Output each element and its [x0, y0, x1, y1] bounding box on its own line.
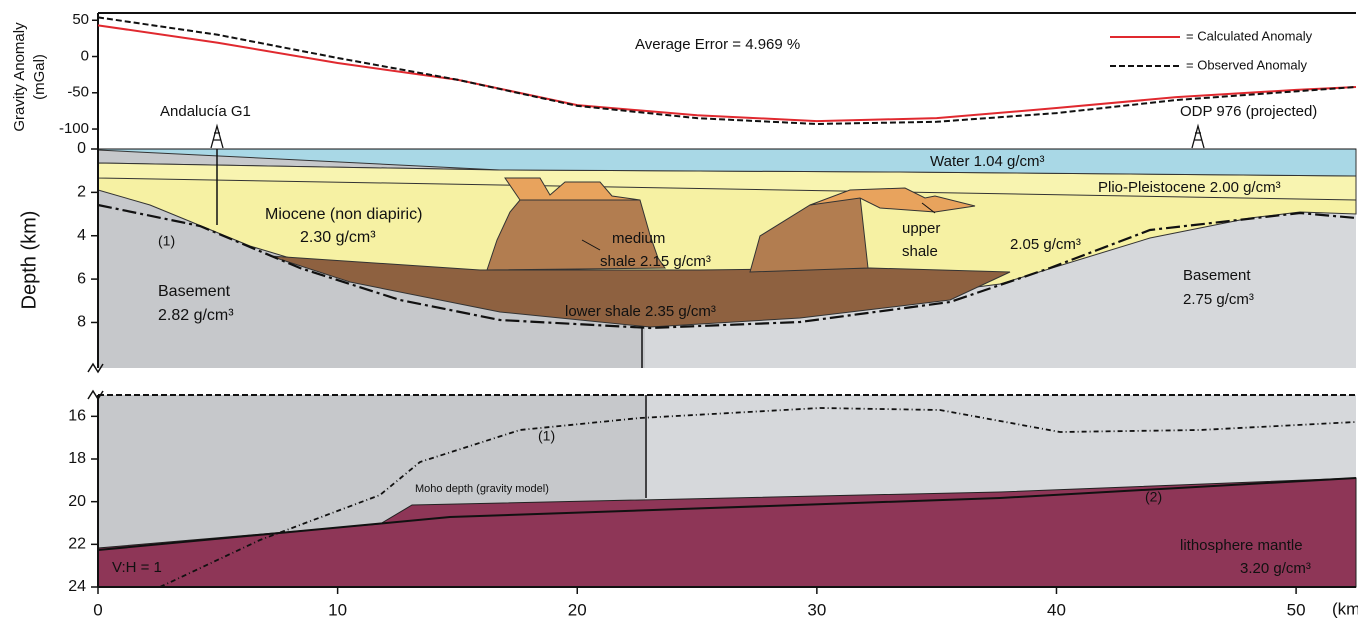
section-label: Basement: [158, 283, 231, 300]
section-label: upper: [902, 220, 940, 237]
section-label: medium: [612, 230, 665, 247]
section-label: Miocene (non diapiric): [265, 206, 422, 223]
y-tick-label: 0: [81, 47, 89, 64]
y-tick-label: 24: [68, 578, 86, 595]
legend-label: = Observed Anomaly: [1186, 57, 1308, 72]
section-label: 3.20 g/cm³: [1240, 560, 1311, 577]
y-tick-label: 22: [68, 536, 86, 553]
y-tick-label: 8: [77, 314, 86, 331]
x-tick-label: 40: [1047, 600, 1066, 619]
section-label: Water 1.04 g/cm³: [930, 153, 1044, 170]
x-tick-label: 20: [568, 600, 587, 619]
y-tick-label: 6: [77, 270, 86, 287]
y-tick-label: 50: [72, 11, 89, 28]
section-label: lower shale 2.35 g/cm³: [565, 303, 716, 320]
anomaly-line: [98, 17, 1356, 124]
axis-break: [88, 364, 103, 399]
y-tick-label: 4: [77, 227, 86, 244]
x-tick-label: 30: [807, 600, 826, 619]
section-label: (2): [1145, 489, 1162, 505]
section-label: 2.30 g/cm³: [300, 229, 376, 246]
section-label: Plio-Pleistocene 2.00 g/cm³: [1098, 179, 1281, 196]
section-label: Moho depth (gravity model): [415, 483, 549, 495]
upper-section: [98, 126, 1356, 368]
page: {"chart_data": [ {"type": "line", "y_lab…: [0, 0, 1358, 626]
x-tick-label: 10: [328, 600, 347, 619]
legend-label: = Calculated Anomaly: [1186, 28, 1313, 43]
section-label: (1): [158, 233, 175, 249]
x-unit: (km): [1332, 599, 1358, 618]
lower-section: [88, 364, 1356, 587]
y-tick-label: 20: [68, 493, 86, 510]
y-axis-title: (mGal): [31, 54, 48, 100]
section-label: shale 2.15 g/cm³: [600, 253, 711, 270]
section-label: ODP 976 (projected): [1180, 103, 1317, 120]
annotation: Average Error = 4.969 %: [635, 36, 800, 53]
section-label: V:H = 1: [112, 559, 162, 576]
y-tick-label: 0: [77, 140, 86, 157]
figure: Average Error = 4.969 % Gravity Anomaly …: [0, 0, 1358, 626]
y-tick-label: 16: [68, 408, 86, 425]
section-label: 2.75 g/cm³: [1183, 291, 1254, 308]
section-label: Basement: [1183, 267, 1251, 284]
section-label: (1): [538, 428, 555, 444]
y-tick-label: -100: [59, 120, 89, 137]
y-axis-title: Depth (km): [18, 211, 40, 310]
y-tick-label: 2: [77, 184, 86, 201]
section-label: lithosphere mantle: [1180, 537, 1303, 554]
section-label: 2.82 g/cm³: [158, 307, 234, 324]
section-label: shale: [902, 243, 938, 260]
derrick-odp: [1192, 126, 1204, 148]
y-tick-label: -50: [67, 84, 89, 101]
derrick-andalucia: [211, 126, 223, 148]
y-axis-title: Gravity Anomaly: [11, 22, 28, 132]
x-tick-label: 0: [93, 600, 102, 619]
section-label: 2.05 g/cm³: [1010, 236, 1081, 253]
x-tick-label: 50: [1287, 600, 1306, 619]
section-label: Andalucía G1: [160, 103, 251, 120]
y-tick-label: 18: [68, 450, 86, 467]
